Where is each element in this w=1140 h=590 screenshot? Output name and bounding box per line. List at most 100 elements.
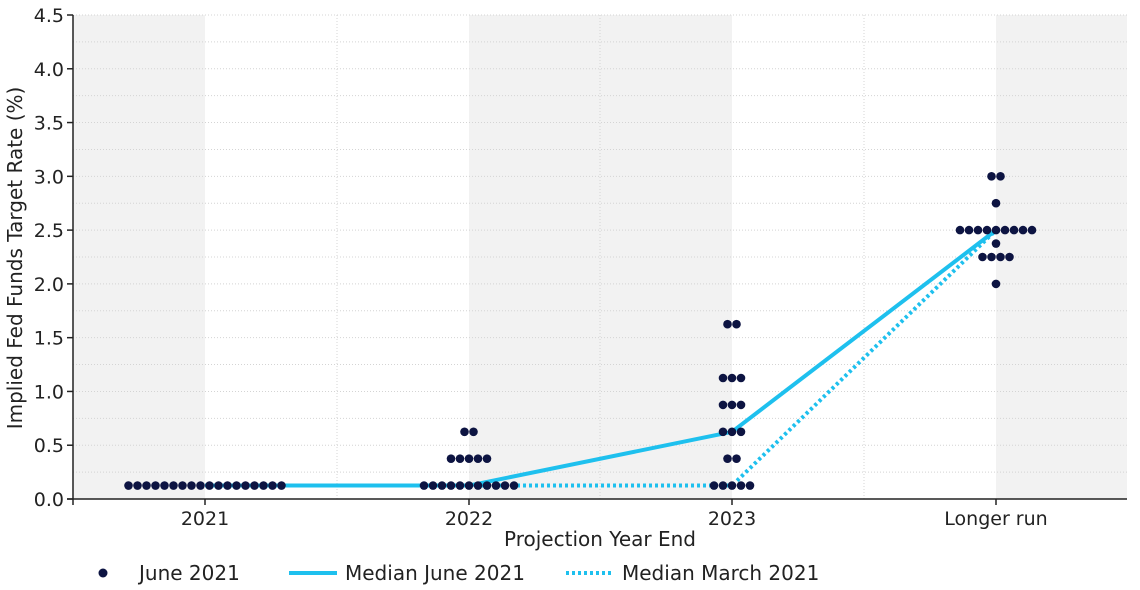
dot-point <box>205 481 214 490</box>
dot-point <box>955 225 965 235</box>
dot-point <box>718 481 728 490</box>
dot-point <box>978 252 987 262</box>
dot-point <box>727 481 737 490</box>
dot-point <box>727 373 737 383</box>
y-tick-label: 4.0 <box>34 59 64 81</box>
dot-point <box>133 481 142 490</box>
dot-point <box>987 252 996 262</box>
y-tick-label: 1.5 <box>34 328 64 350</box>
dot-point <box>1005 252 1014 262</box>
dot-point <box>473 481 483 490</box>
dot-point <box>987 172 996 181</box>
y-tick-label: 3.0 <box>34 166 64 188</box>
dot-point <box>446 454 456 463</box>
dot-point <box>277 481 286 490</box>
dot-point <box>723 454 732 463</box>
dot-point <box>723 319 732 329</box>
dot-point <box>991 198 1001 208</box>
x-tick-labels: 2021 2022 2023 Longer run <box>181 499 1048 530</box>
dot-point <box>232 481 241 490</box>
dot-markers <box>124 172 1037 490</box>
dot-point <box>178 481 187 490</box>
dot-point <box>268 481 277 490</box>
dot-point <box>473 454 483 463</box>
dot-point <box>991 225 1001 235</box>
dot-point <box>1000 225 1010 235</box>
y-tick-label: 4.5 <box>34 5 64 27</box>
dot-point <box>196 481 205 490</box>
x-tick-label: 2022 <box>445 508 493 530</box>
legend-label-median-march: Median March 2021 <box>622 561 819 585</box>
dot-point <box>732 319 741 329</box>
dot-point <box>991 279 1001 289</box>
dot-point <box>259 481 268 490</box>
dot-point <box>464 454 474 463</box>
dot-point <box>482 454 492 463</box>
dot-point <box>455 481 465 490</box>
y-tick-labels: 0.0 0.5 1.0 1.5 2.0 2.5 3.0 3.5 4.0 4.5 <box>34 5 73 511</box>
dot-point <box>736 373 746 383</box>
legend: June 2021 Median June 2021 Median March … <box>98 561 819 585</box>
dot-point <box>727 400 737 410</box>
dot-point <box>509 481 519 490</box>
dot-point <box>736 400 746 410</box>
dot-point <box>482 481 492 490</box>
dot-point <box>996 252 1005 262</box>
dot-point <box>718 400 728 410</box>
x-axis-title: Projection Year End <box>504 527 696 551</box>
axes <box>67 15 1127 505</box>
dot-point <box>736 481 746 490</box>
dot-point <box>991 239 1001 248</box>
dot-point <box>169 481 178 490</box>
dot-point <box>745 481 755 490</box>
y-tick-label: 0.0 <box>34 489 64 511</box>
dot-point <box>446 481 456 490</box>
legend-label-dots: June 2021 <box>137 561 240 585</box>
median-march-line <box>205 228 998 488</box>
dot-point <box>428 481 438 490</box>
dot-point <box>223 481 232 490</box>
dot-point <box>151 481 160 490</box>
dot-point <box>419 481 429 490</box>
dot-point <box>160 481 169 490</box>
x-tick-label: 2023 <box>708 508 756 530</box>
dot-point <box>718 373 728 383</box>
dot-point <box>982 225 992 235</box>
y-tick-label: 3.5 <box>34 113 64 135</box>
dot-point <box>964 225 974 235</box>
dot-point <box>718 427 728 437</box>
dot-point <box>973 225 983 235</box>
dot-point <box>491 481 501 490</box>
dot-point <box>142 481 151 490</box>
dot-point <box>241 481 250 490</box>
dot-point <box>732 454 741 463</box>
dot-point <box>709 481 719 490</box>
median-lines <box>205 228 998 488</box>
dot-point <box>124 481 133 490</box>
dot-point <box>727 427 737 437</box>
y-tick-label: 1.0 <box>34 381 64 403</box>
dot-point <box>214 481 223 490</box>
y-tick-label: 2.5 <box>34 220 64 242</box>
dot-point <box>187 481 196 490</box>
dot-point <box>455 454 465 463</box>
dot-point <box>1027 225 1037 235</box>
dot-point <box>460 427 469 437</box>
dot-point <box>464 481 474 490</box>
dot-point <box>437 481 447 490</box>
y-axis-title: Implied Fed Funds Target Rate (%) <box>3 87 27 430</box>
legend-dot-icon <box>98 568 108 578</box>
x-tick-label: Longer run <box>944 508 1047 530</box>
dot-point <box>1009 225 1019 235</box>
dot-point <box>996 172 1005 181</box>
dot-point <box>250 481 259 490</box>
y-tick-label: 0.5 <box>34 435 64 457</box>
dot-point <box>469 427 478 437</box>
y-tick-label: 2.0 <box>34 274 64 296</box>
legend-label-median-june: Median June 2021 <box>345 561 525 585</box>
dot-point <box>500 481 510 490</box>
dot-point <box>736 427 746 437</box>
dot-point <box>1018 225 1028 235</box>
x-tick-label: 2021 <box>181 508 229 530</box>
